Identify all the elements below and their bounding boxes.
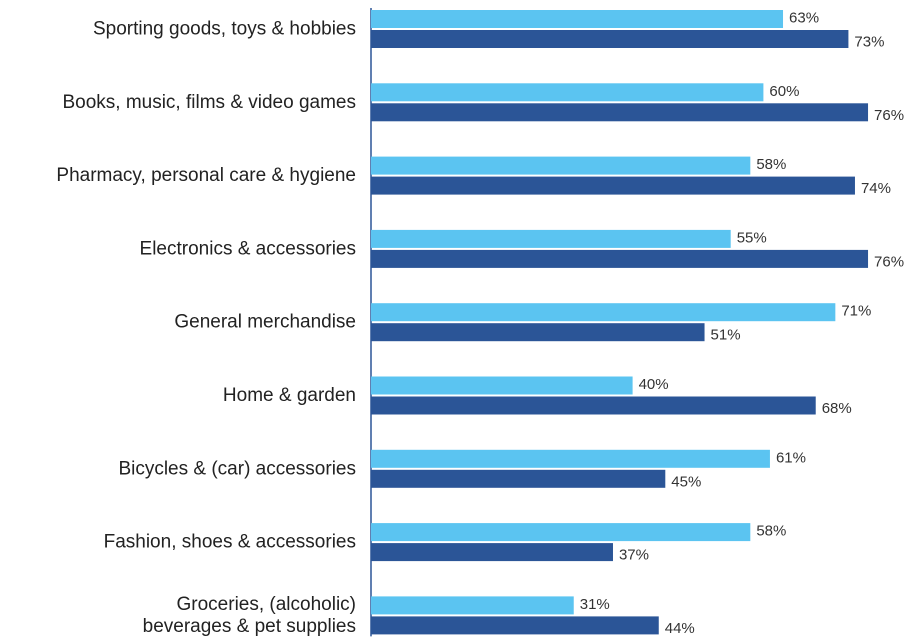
bar-light bbox=[371, 303, 836, 322]
category-label-line: Pharmacy, personal care & hygiene bbox=[56, 165, 356, 186]
bar-light bbox=[371, 449, 770, 468]
data-label: 58% bbox=[756, 523, 786, 540]
category-label: Electronics & accessories bbox=[140, 238, 356, 259]
bar-dark bbox=[371, 103, 869, 122]
category-label: Home & garden bbox=[223, 385, 356, 406]
category-label-line: Groceries, (alcoholic) bbox=[177, 594, 357, 615]
category-label: Bicycles & (car) accessories bbox=[118, 458, 356, 479]
data-label: 63% bbox=[789, 10, 819, 27]
category-label: Fashion, shoes & accessories bbox=[104, 532, 356, 553]
bar-light bbox=[371, 10, 784, 28]
data-label: 76% bbox=[874, 107, 904, 124]
data-label: 76% bbox=[874, 253, 904, 270]
category-label: Groceries, (alcoholic) beverages & pet su… bbox=[143, 594, 356, 637]
bar-dark bbox=[371, 176, 855, 195]
category-label: Pharmacy, personal care & hygiene bbox=[56, 165, 356, 186]
category-label-line: beverages & pet supplies bbox=[143, 616, 356, 637]
category-label-line: General merchandise bbox=[174, 312, 356, 333]
category-label: Books, music, films & video games bbox=[62, 92, 356, 113]
data-label: 51% bbox=[711, 327, 741, 344]
data-label: 74% bbox=[861, 180, 891, 197]
data-label: 58% bbox=[756, 156, 786, 173]
category-label-line: Bicycles & (car) accessories bbox=[118, 458, 356, 479]
category-label-line: Sporting goods, toys & hobbies bbox=[93, 19, 356, 40]
chart-marks: Sporting goods, toys & hobbies 63% 73% Book… bbox=[56, 10, 904, 637]
bar-dark bbox=[371, 249, 869, 268]
bar-light bbox=[371, 523, 751, 542]
data-label: 68% bbox=[822, 400, 852, 417]
bar-light bbox=[371, 83, 764, 102]
data-label: 61% bbox=[776, 449, 806, 466]
bar-dark bbox=[371, 30, 849, 48]
bar-dark bbox=[371, 469, 666, 488]
data-label: 60% bbox=[769, 83, 799, 100]
bar-dark bbox=[371, 396, 816, 415]
data-label: 44% bbox=[665, 620, 695, 637]
bar-light bbox=[371, 376, 633, 395]
data-label: 31% bbox=[580, 596, 610, 613]
category-label-line: Fashion, shoes & accessories bbox=[104, 532, 356, 553]
data-label: 37% bbox=[619, 547, 649, 564]
bar-dark bbox=[371, 616, 659, 635]
data-label: 45% bbox=[671, 473, 701, 490]
category-label-line: Books, music, films & video games bbox=[62, 92, 356, 113]
bar-light bbox=[371, 596, 574, 615]
bar-dark bbox=[371, 543, 613, 562]
bar-dark bbox=[371, 323, 705, 342]
bar-light bbox=[371, 156, 751, 175]
data-label: 73% bbox=[854, 34, 884, 51]
category-label-line: Home & garden bbox=[223, 385, 356, 406]
data-label: 55% bbox=[737, 229, 767, 246]
bar-light bbox=[371, 229, 731, 248]
data-label: 40% bbox=[639, 376, 669, 393]
data-label: 71% bbox=[841, 303, 871, 320]
category-label: General merchandise bbox=[174, 312, 356, 333]
category-label: Sporting goods, toys & hobbies bbox=[93, 19, 356, 40]
category-label-line: Electronics & accessories bbox=[140, 238, 356, 259]
